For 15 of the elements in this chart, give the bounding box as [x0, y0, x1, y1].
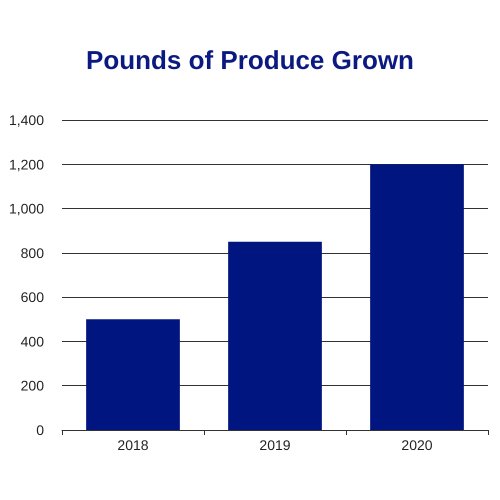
- y-tick-label: 1,000: [8, 200, 44, 217]
- y-tick-label: 0: [36, 422, 44, 438]
- y-tick-label: 1,200: [8, 156, 44, 172]
- y-tick-label: 400: [20, 333, 44, 350]
- y-tick-label: 200: [20, 378, 44, 394]
- x-tick-label: 2019: [259, 437, 291, 453]
- chart-title: Pounds of Produce Grown: [86, 45, 414, 75]
- bar: [86, 319, 180, 430]
- y-tick-label: 1,400: [8, 112, 44, 128]
- x-tick-label: 2020: [401, 437, 433, 453]
- y-tick-label: 800: [20, 244, 44, 261]
- bar: [370, 164, 464, 430]
- y-tick-label: 600: [20, 289, 44, 306]
- bar: [228, 242, 322, 430]
- x-tick-label: 2018: [117, 437, 149, 453]
